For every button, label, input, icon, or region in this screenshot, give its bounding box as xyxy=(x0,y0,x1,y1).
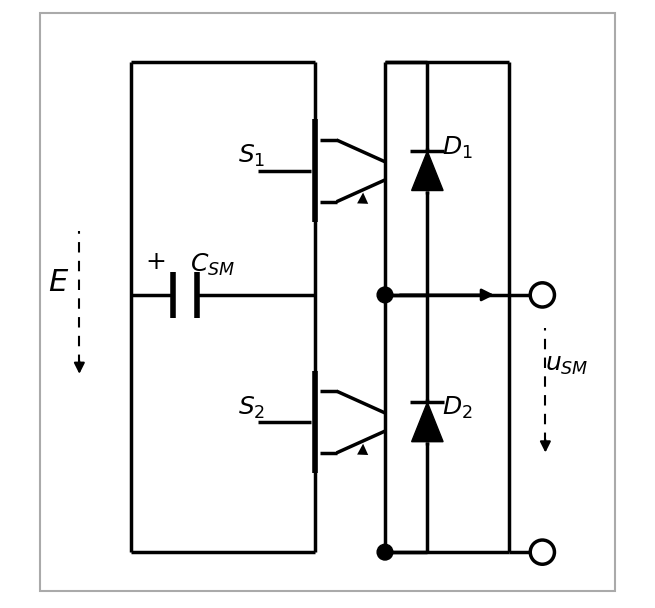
Circle shape xyxy=(377,287,393,303)
Text: $S_2$: $S_2$ xyxy=(238,395,265,421)
FancyBboxPatch shape xyxy=(40,13,615,592)
Text: $S_1$: $S_1$ xyxy=(238,143,265,169)
Text: $D_2$: $D_2$ xyxy=(442,395,473,421)
Text: $u_{SM}$: $u_{SM}$ xyxy=(545,353,588,376)
Text: $D_1$: $D_1$ xyxy=(442,135,473,161)
Polygon shape xyxy=(411,402,443,441)
Text: $E$: $E$ xyxy=(48,268,69,297)
Text: $C_{SM}$: $C_{SM}$ xyxy=(190,252,235,278)
Polygon shape xyxy=(411,151,443,190)
Circle shape xyxy=(377,544,393,560)
Text: $+$: $+$ xyxy=(145,250,165,274)
